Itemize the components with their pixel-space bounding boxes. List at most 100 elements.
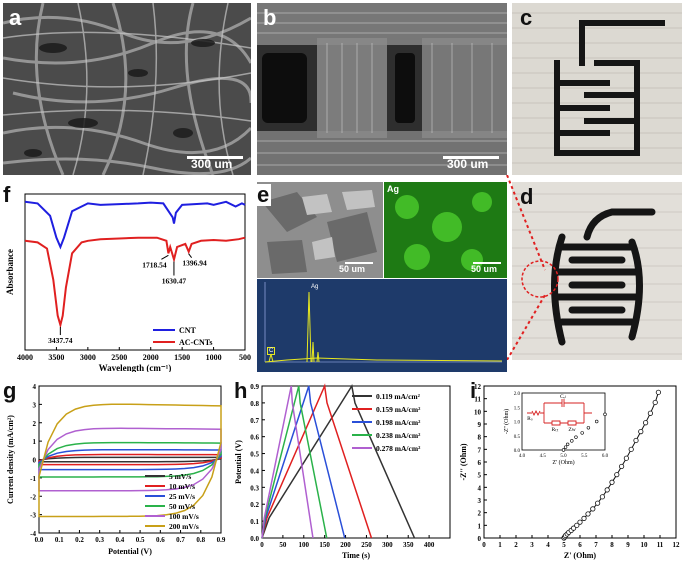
panel-d-fabric-photo: d (512, 182, 682, 360)
cv-loop (38, 427, 222, 492)
scale-bar (345, 262, 373, 264)
y-tick-label: 9 (478, 421, 482, 429)
panel-label: d (520, 184, 534, 209)
panel-label: g (3, 378, 17, 403)
cv-loop (38, 448, 222, 471)
nyquist-point (574, 522, 580, 528)
nyquist-point (628, 446, 634, 452)
eds-peak-label: Ag (311, 284, 319, 290)
circuit-label-rs: Rₛ (527, 416, 533, 422)
equivalent-circuit (527, 399, 592, 426)
scale-bar-label: 50 um (339, 264, 366, 274)
x-axis-label: Time (s) (342, 551, 370, 560)
gcd-plot: 0 50 100 150 200 250 300 350 400 0.0 0.1 0.2 0.3 0.4 0… (234, 383, 451, 560)
inset-point (563, 445, 568, 449)
y-tick-label: 10 (474, 408, 482, 416)
nyquist-point (638, 428, 644, 435)
legend-label: 10 mV/s (169, 482, 195, 491)
inset-frame (521, 392, 606, 451)
x-tick-label: 10 (641, 541, 649, 549)
nyquist-point (571, 525, 577, 531)
legend-label: 50 mV/s (169, 502, 195, 511)
printed-electrode-pattern (512, 3, 682, 175)
y-tick-label: 0.2 (250, 501, 259, 509)
scale-bar-label: 50 um (471, 264, 498, 274)
peak-arrow (188, 253, 193, 259)
panel-label: i (470, 378, 477, 403)
x-tick-label: 9 (626, 541, 630, 549)
panel-label: h (234, 378, 248, 403)
plot-frame (261, 385, 451, 539)
y-tick-label: 4 (478, 484, 482, 492)
x-tick-label: 2500 (111, 353, 127, 362)
legend-label: 0.159 mA/cm² (376, 405, 421, 414)
panel-f-ftir-chart: f 4000 3500 3000 2500 2000 1500 1000 500 Wavelen… (3, 182, 253, 373)
y-tick-label: 2 (33, 420, 37, 428)
x-tick-label: 0.3 (95, 536, 104, 544)
gcd-curve (261, 385, 314, 539)
y-tick-label: 0.8 (250, 400, 259, 408)
nyquist-point (647, 410, 653, 416)
legend-label: CNT (179, 326, 197, 335)
inset-x-tick-label: 4.0 (519, 454, 526, 459)
peak-label: 1396.94 (182, 259, 207, 268)
panel-h-gcd-chart: h 0 50 100 150 200 250 300 350 400 0.0 0.1 0.2 0.3 0.… (232, 378, 457, 563)
nyquist-point (633, 437, 639, 444)
y-tick-label: 5 (478, 472, 482, 480)
x-tick-label: 0.0 (35, 536, 44, 544)
panel-label: f (3, 182, 11, 207)
nyquist-point (655, 389, 661, 395)
legend-label: 100 mV/s (169, 512, 199, 521)
eds-composite (257, 182, 507, 372)
inset-point (595, 419, 599, 424)
panel-b-sem-image: b 300 um (257, 3, 507, 175)
x-tick-label: 1500 (174, 353, 190, 362)
y-tick-label: 0.0 (250, 535, 259, 543)
gcd-curve (261, 383, 416, 539)
panel-label: e (257, 182, 272, 207)
y-tick-label: 2 (478, 510, 482, 518)
y-tick-label: 0.3 (250, 484, 259, 492)
nyquist-point (604, 487, 610, 493)
legend-label: 0.238 mA/cm² (376, 431, 421, 440)
inset-point (580, 431, 584, 435)
panel-i-eis-chart: i 0 1 2 3 4 5 6 7 8 9 10 11 12 0 1 2 3 4 5 6 7 8 9 10 11 12 Z' (Oh… (460, 378, 682, 563)
y-tick-label: 3 (33, 401, 37, 409)
inset-y-axis-label: -Z'' (Ohm) (503, 409, 510, 434)
y-tick-label: 0.4 (250, 467, 259, 475)
panel-label: c (520, 5, 533, 30)
inset-point (603, 412, 607, 417)
inset-y-tick-label: 2.0 (514, 392, 521, 397)
y-tick-label: -3 (30, 512, 36, 520)
x-tick-label: 3 (530, 541, 534, 549)
scale-bar-label: 300 um (191, 157, 233, 171)
scale-bar (443, 156, 499, 159)
nyquist-point (599, 494, 605, 500)
panel-a-sem-image: a 300 um (3, 3, 251, 175)
x-tick-label: 12 (673, 541, 681, 549)
nyquist-point (623, 455, 629, 461)
x-tick-label: 11 (657, 541, 664, 549)
y-axis-label: Current density (mA/cm²) (6, 415, 15, 504)
circuit-label-cdl: Cₑₗ (560, 394, 566, 400)
legend-label: 0.198 mA/cm² (376, 418, 421, 427)
x-tick-label: 4000 (17, 353, 33, 362)
x-tick-label: 150 (319, 541, 330, 549)
x-tick-label: 1000 (206, 353, 222, 362)
inset-x-tick-label: 5.0 (560, 454, 567, 459)
eds-carbon-label: C (267, 347, 276, 355)
y-tick-label: -4 (30, 530, 36, 538)
y-tick-label: 1 (478, 522, 482, 530)
series-line-ac-cnts (24, 236, 246, 329)
legend-label: 200 mV/s (169, 522, 199, 531)
x-axis-label: Z' (Ohm) (564, 551, 597, 560)
nyquist-point (595, 500, 601, 506)
nyquist-point (581, 515, 587, 521)
legend-label: AC-CNTs (179, 338, 213, 347)
nyquist-point (577, 519, 583, 525)
inset-x-tick-label: 4.5 (540, 454, 547, 459)
panel-c-fabric-photo: c (512, 3, 682, 175)
x-tick-label: 0.8 (196, 536, 205, 544)
x-tick-label: 0 (482, 541, 486, 549)
y-axis-label: Potential (V) (234, 440, 243, 484)
